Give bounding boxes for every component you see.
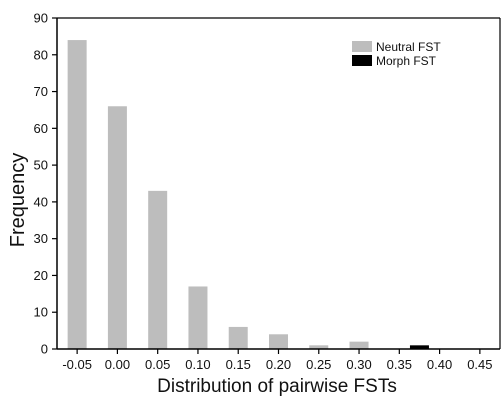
x-tick-label: 0.35 [387, 357, 412, 372]
y-tick-label: 80 [34, 47, 48, 62]
y-tick-label: 30 [34, 231, 48, 246]
morph-bar [409, 345, 429, 349]
x-tick-label: 0.15 [226, 357, 251, 372]
y-tick-label: 10 [34, 305, 48, 320]
y-tick-label: 50 [34, 158, 48, 173]
x-tick-label: 0.10 [185, 357, 210, 372]
neutral-bar [148, 190, 168, 349]
neutral-bar [107, 106, 127, 350]
y-tick-label: 60 [34, 121, 48, 136]
neutral-bar [269, 334, 288, 349]
bars-group [67, 40, 429, 350]
x-tick-label: 0.30 [346, 357, 371, 372]
y-tick-label: 40 [34, 194, 48, 209]
legend-swatch [352, 41, 372, 52]
x-axis-title: Distribution of pairwise FSTs [157, 376, 397, 397]
legend-label: Neutral FST [376, 40, 441, 54]
neutral-bar [228, 326, 248, 349]
x-tick-label: 0.25 [306, 357, 331, 372]
x-tick-label: 0.20 [266, 357, 291, 372]
neutral-bar [67, 40, 87, 350]
y-tick-label: 0 [41, 342, 48, 357]
neutral-bar [309, 345, 329, 349]
neutral-bar [349, 341, 369, 349]
x-tick-label: 0.40 [427, 357, 452, 372]
legend-swatch [352, 55, 372, 66]
x-tick-label: 0.05 [145, 357, 170, 372]
ticks-group: 0 10 20 30 40 50 60 70 80 90 -0.05 0.00 0.05 0.10 0.15… [34, 11, 493, 373]
neutral-bar [188, 286, 208, 349]
y-tick-label: 20 [34, 268, 48, 283]
y-axis-title: Frequency [7, 153, 29, 248]
y-tick-label: 90 [34, 11, 48, 26]
x-tick-label: -0.05 [62, 357, 92, 372]
y-tick-label: 70 [34, 84, 48, 99]
x-tick-label: 0.45 [467, 357, 492, 372]
legend-label: Morph FST [376, 54, 437, 68]
x-tick-label: 0.00 [105, 357, 130, 372]
